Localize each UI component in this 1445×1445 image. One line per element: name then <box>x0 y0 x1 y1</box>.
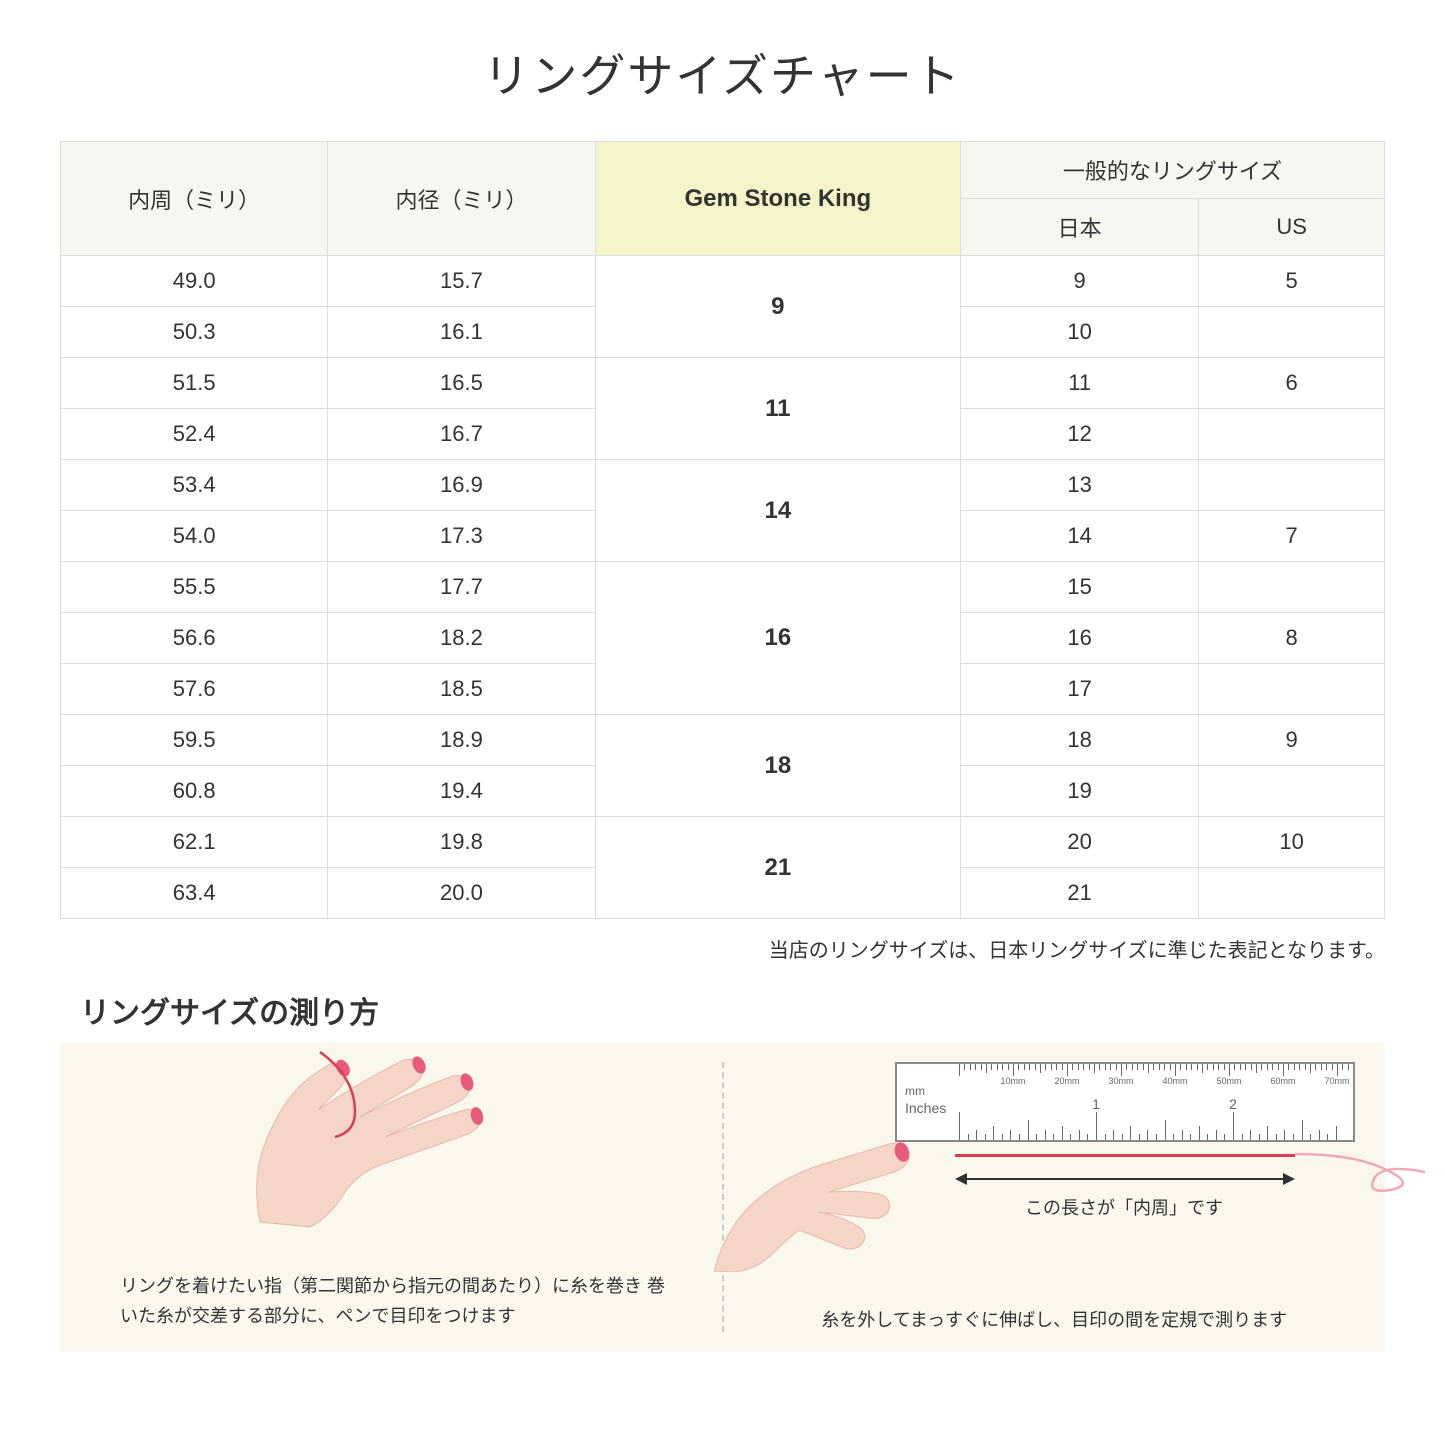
cell-jp: 18 <box>961 715 1199 766</box>
cell-jp: 14 <box>961 511 1199 562</box>
table-note: 当店のリングサイズは、日本リングサイズに準じた表記となります。 <box>60 934 1385 963</box>
cell-diameter: 17.3 <box>328 511 595 562</box>
cell-us <box>1199 307 1385 358</box>
thread-curl <box>1290 1142 1430 1202</box>
cell-gsk: 16 <box>595 562 960 715</box>
page-title: リングサイズチャート <box>60 40 1385 106</box>
cell-circumference: 50.3 <box>61 307 328 358</box>
ruler-illustration: mm Inches 10mm20mm30mm40mm50mm60mm70mm12 <box>895 1062 1355 1142</box>
cell-circumference: 55.5 <box>61 562 328 613</box>
cell-circumference: 62.1 <box>61 817 328 868</box>
cell-jp: 17 <box>961 664 1199 715</box>
col-circumference: 内周（ミリ） <box>61 142 328 256</box>
dimension-arrow <box>955 1167 1295 1191</box>
arrow-caption: この長さが「内周」です <box>1025 1194 1223 1220</box>
cell-us <box>1199 562 1385 613</box>
cell-diameter: 15.7 <box>328 256 595 307</box>
col-gsk: Gem Stone King <box>595 142 960 256</box>
cell-us <box>1199 409 1385 460</box>
cell-diameter: 16.7 <box>328 409 595 460</box>
cell-circumference: 63.4 <box>61 868 328 919</box>
cell-jp: 21 <box>961 868 1199 919</box>
cell-jp: 20 <box>961 817 1199 868</box>
cell-us: 7 <box>1199 511 1385 562</box>
cell-jp: 12 <box>961 409 1199 460</box>
cell-circumference: 59.5 <box>61 715 328 766</box>
thread-line <box>955 1154 1295 1157</box>
cell-us: 6 <box>1199 358 1385 409</box>
cell-jp: 16 <box>961 613 1199 664</box>
cell-us: 10 <box>1199 817 1385 868</box>
cell-diameter: 18.9 <box>328 715 595 766</box>
col-common: 一般的なリングサイズ <box>961 142 1385 199</box>
cell-diameter: 16.5 <box>328 358 595 409</box>
cell-circumference: 54.0 <box>61 511 328 562</box>
hand-point-illustration <box>714 1122 934 1272</box>
cell-diameter: 20.0 <box>328 868 595 919</box>
measure-panel: リングを着けたい指（第二関節から指元の間あたり）に糸を巻き 巻いた糸が交差する部… <box>60 1042 1385 1352</box>
cell-circumference: 60.8 <box>61 766 328 817</box>
measure-step-2: mm Inches 10mm20mm30mm40mm50mm60mm70mm12… <box>724 1042 1386 1352</box>
cell-gsk: 18 <box>595 715 960 817</box>
cell-us: 5 <box>1199 256 1385 307</box>
hand-wrap-illustration <box>200 1022 560 1242</box>
cell-circumference: 57.6 <box>61 664 328 715</box>
cell-jp: 19 <box>961 766 1199 817</box>
table-row: 53.416.91413 <box>61 460 1385 511</box>
cell-jp: 10 <box>961 307 1199 358</box>
table-row: 51.516.511116 <box>61 358 1385 409</box>
cell-gsk: 21 <box>595 817 960 919</box>
col-diameter: 内径（ミリ） <box>328 142 595 256</box>
table-row: 59.518.918189 <box>61 715 1385 766</box>
step-1-caption: リングを着けたい指（第二関節から指元の間あたり）に糸を巻き 巻いた糸が交差する部… <box>120 1271 682 1332</box>
cell-gsk: 9 <box>595 256 960 358</box>
cell-diameter: 18.2 <box>328 613 595 664</box>
cell-us: 8 <box>1199 613 1385 664</box>
cell-diameter: 16.9 <box>328 460 595 511</box>
cell-jp: 9 <box>961 256 1199 307</box>
step-2-caption: 糸を外してまっすぐに伸ばし、目印の間を定規で測ります <box>764 1306 1346 1332</box>
cell-us: 9 <box>1199 715 1385 766</box>
size-chart-table: 内周（ミリ） 内径（ミリ） Gem Stone King 一般的なリングサイズ … <box>60 141 1385 919</box>
cell-diameter: 19.8 <box>328 817 595 868</box>
cell-circumference: 56.6 <box>61 613 328 664</box>
cell-circumference: 53.4 <box>61 460 328 511</box>
table-row: 49.015.7995 <box>61 256 1385 307</box>
col-jp: 日本 <box>961 199 1199 256</box>
cell-diameter: 17.7 <box>328 562 595 613</box>
cell-gsk: 14 <box>595 460 960 562</box>
measure-step-1: リングを着けたい指（第二関節から指元の間あたり）に糸を巻き 巻いた糸が交差する部… <box>60 1042 722 1352</box>
cell-us <box>1199 868 1385 919</box>
cell-jp: 13 <box>961 460 1199 511</box>
cell-jp: 11 <box>961 358 1199 409</box>
ruler-mm-label: mm <box>905 1084 925 1098</box>
cell-jp: 15 <box>961 562 1199 613</box>
cell-us <box>1199 460 1385 511</box>
table-row: 62.119.8212010 <box>61 817 1385 868</box>
cell-us <box>1199 664 1385 715</box>
cell-diameter: 18.5 <box>328 664 595 715</box>
cell-gsk: 11 <box>595 358 960 460</box>
cell-circumference: 49.0 <box>61 256 328 307</box>
col-us: US <box>1199 199 1385 256</box>
cell-us <box>1199 766 1385 817</box>
table-row: 55.517.71615 <box>61 562 1385 613</box>
cell-circumference: 52.4 <box>61 409 328 460</box>
cell-circumference: 51.5 <box>61 358 328 409</box>
ruler-inches-label: Inches <box>905 1100 946 1116</box>
cell-diameter: 16.1 <box>328 307 595 358</box>
cell-diameter: 19.4 <box>328 766 595 817</box>
